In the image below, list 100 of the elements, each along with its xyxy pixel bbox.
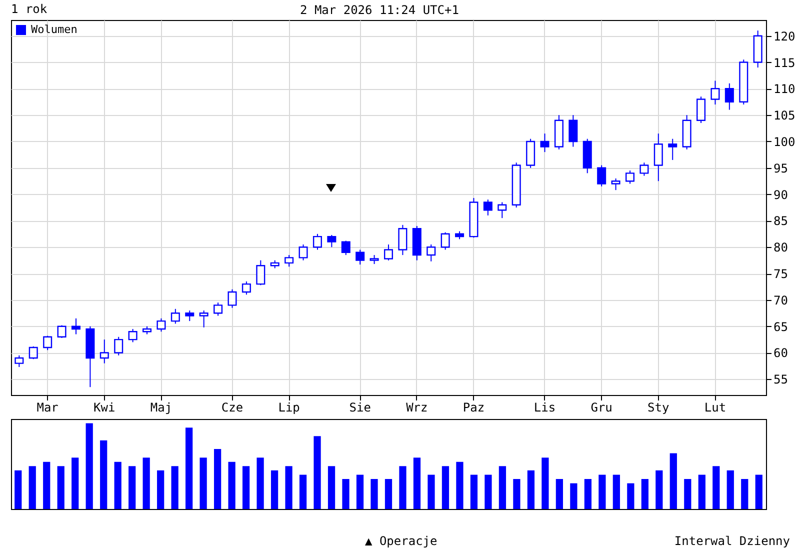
candlestick (43, 335, 52, 351)
bar (171, 466, 178, 509)
y-tick-label: 120 (774, 29, 796, 44)
y-tick-label: 80 (774, 240, 788, 255)
y-tick-label: 75 (774, 267, 788, 282)
candlestick (398, 224, 408, 256)
text: Interwal Dzienny (674, 534, 790, 548)
candlestick (298, 244, 308, 261)
candlestick (654, 133, 663, 182)
x-tick-label: Sty (648, 400, 670, 414)
bar (142, 458, 150, 509)
bar (57, 466, 64, 509)
y-tick-label: 110 (774, 82, 796, 96)
x-tick-label: Lis (534, 400, 556, 414)
bar (656, 470, 663, 509)
candlestick (199, 310, 208, 328)
bar (413, 458, 421, 509)
bar (314, 436, 321, 509)
candlestick (597, 164, 606, 187)
bar (114, 462, 122, 509)
candlestick (14, 354, 24, 368)
x-tick-label: Mar (36, 400, 58, 414)
candlestick (57, 324, 66, 338)
bar (527, 470, 535, 509)
bar (470, 474, 478, 509)
bar (86, 423, 93, 509)
bar (356, 474, 364, 509)
bar (612, 474, 620, 509)
y-tick-label: 85 (774, 214, 788, 228)
x-tick-label: Gru (590, 400, 612, 414)
bar (214, 449, 222, 509)
candlestick (242, 280, 251, 296)
candlestick (214, 302, 223, 316)
bar (726, 470, 734, 509)
candlestick (625, 170, 634, 184)
bar (285, 466, 292, 509)
x-tick-label: Lip (278, 400, 300, 414)
candlestick (724, 82, 734, 110)
bar (498, 466, 506, 509)
bar (741, 479, 748, 509)
candlestick (526, 138, 536, 168)
candlestick (185, 310, 194, 322)
bar (72, 458, 79, 509)
candlestick (28, 346, 38, 360)
bar (384, 479, 392, 509)
bar (428, 474, 435, 509)
candlestick (426, 244, 436, 262)
x-tick-label: Sie (349, 400, 371, 414)
bar (456, 462, 464, 509)
candlestick (228, 288, 237, 308)
text: 2 Mar 2026 11:24 UTC+1 (300, 3, 459, 17)
candlestick (341, 240, 350, 256)
y-tick-label: 115 (774, 56, 796, 70)
candlestick (611, 178, 620, 191)
bar (200, 458, 207, 509)
bar (570, 483, 578, 509)
x-tick-label: Paz (462, 400, 485, 414)
candlestick (668, 138, 678, 160)
candlestick (327, 234, 336, 248)
candlestick (114, 336, 124, 356)
x-tick-label: Cze (221, 400, 244, 414)
candlestick (356, 249, 365, 266)
bar (256, 458, 264, 509)
candlestick (540, 133, 550, 153)
y-tick-label: 55 (774, 372, 788, 387)
candlestick (483, 199, 492, 216)
y-tick-label: 105 (774, 108, 796, 123)
bar (484, 474, 492, 509)
bar (242, 466, 250, 509)
bar (556, 479, 564, 509)
bar (157, 470, 164, 509)
candlestick (156, 318, 166, 332)
y-tick-label: 60 (774, 346, 788, 360)
candlestick (284, 254, 294, 268)
candlestick (170, 308, 180, 324)
candlestick (128, 328, 138, 343)
bar (542, 458, 549, 509)
x-tick-label: Kwi (94, 400, 116, 414)
candlestick (568, 114, 578, 148)
bar (513, 479, 520, 509)
candlestick (710, 80, 720, 106)
bar (584, 479, 592, 509)
legend-label: Wolumen (31, 23, 78, 36)
bar (100, 440, 108, 509)
candlestick (71, 318, 80, 335)
bar (698, 474, 706, 509)
bar (755, 474, 762, 509)
x-tick-label: Lut (704, 400, 726, 414)
bar (670, 453, 677, 509)
bar (328, 466, 336, 509)
bar (14, 470, 22, 509)
y-tick-label: 100 (774, 134, 796, 149)
bar (399, 466, 406, 509)
y-tick-label: 90 (774, 188, 788, 202)
candlestick (384, 244, 394, 261)
bar (228, 462, 236, 509)
bar (598, 474, 606, 509)
bar (442, 466, 450, 509)
candlestick (640, 162, 649, 176)
bar (627, 483, 634, 509)
